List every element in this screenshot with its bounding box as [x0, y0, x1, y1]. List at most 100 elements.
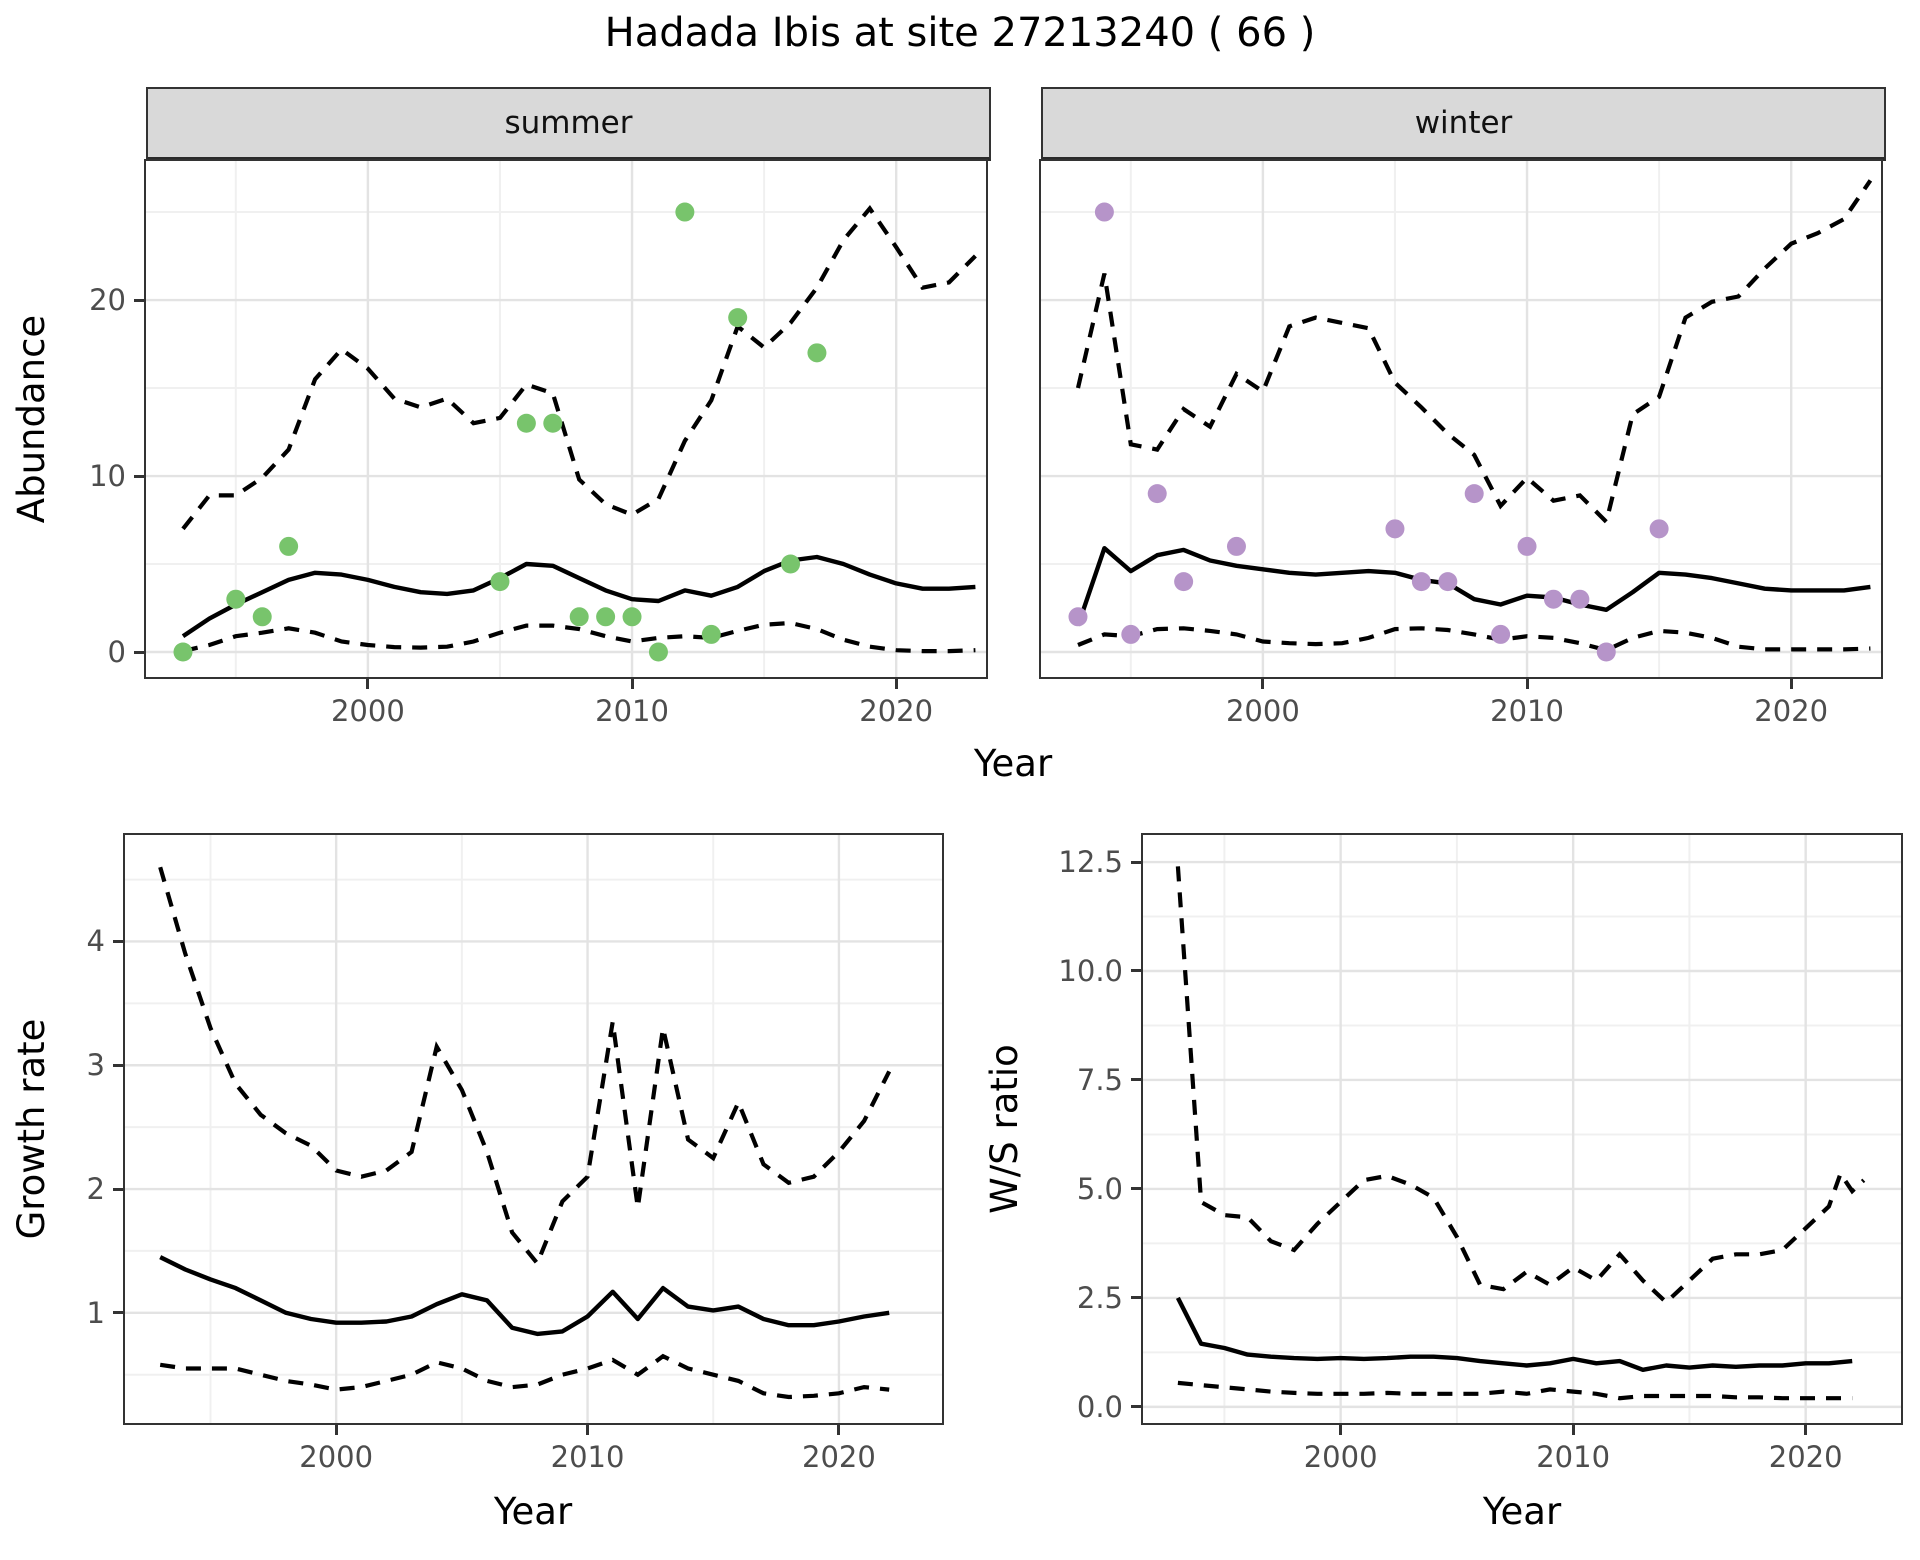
ws-ratio-plot — [1140, 832, 1903, 1425]
abundance-winter-x-tick-label: 2020 — [1754, 694, 1829, 728]
abundance-summer-point — [622, 606, 642, 626]
abundance-winter-point — [1437, 571, 1457, 591]
ws-ratio-y-tick — [1131, 1187, 1141, 1191]
y-axis-title-abundance: Abundance — [10, 314, 53, 524]
facet-strip-summer-label: summer — [504, 105, 633, 141]
abundance-winter-point — [1543, 589, 1563, 609]
ws-ratio-x-tick-label: 2020 — [1768, 1440, 1843, 1474]
abundance-winter-x-tick-label: 2010 — [1490, 694, 1564, 728]
abundance-winter-median-line — [1075, 545, 1871, 626]
abundance-summer-point — [516, 413, 536, 433]
ws-ratio-x-tick-label: 2010 — [1536, 1440, 1611, 1474]
growth-rate-upper-ci-line — [157, 866, 891, 1267]
growth-rate-y-tick-label: 1 — [86, 1295, 105, 1330]
abundance-summer-point — [648, 642, 668, 662]
growth-rate-x-tick — [334, 1425, 338, 1435]
ws-ratio-y-tick — [1131, 969, 1141, 973]
abundance-summer-y-tick — [134, 650, 144, 654]
x-axis-title-year-ws: Year — [1482, 1490, 1562, 1533]
growth-rate-x-tick — [586, 1425, 590, 1435]
abundance-summer-y-tick-label: 20 — [89, 283, 126, 318]
abundance-winter-upper-ci-line — [1075, 178, 1872, 526]
abundance-summer-point — [780, 554, 800, 574]
growth-rate-y-tick — [113, 1187, 123, 1191]
abundance-winter-point — [1384, 518, 1404, 538]
abundance-summer-point — [489, 571, 509, 591]
abundance-summer-point — [569, 606, 589, 626]
abundance-winter-point — [1490, 624, 1510, 644]
abundance-winter-point — [1120, 624, 1140, 644]
growth-rate-median-line — [158, 1254, 890, 1336]
growth-rate-y-tick — [113, 939, 123, 943]
abundance-summer-point — [595, 606, 615, 626]
abundance-summer-plot — [143, 158, 988, 679]
abundance-winter-point — [1411, 571, 1431, 591]
abundance-summer-median-line — [181, 554, 976, 638]
abundance-winter-point — [1569, 589, 1589, 609]
ws-ratio-y-tick-label: 2.5 — [1076, 1280, 1123, 1315]
ws-ratio-y-tick-label: 10.0 — [1058, 953, 1123, 988]
y-axis-title-growth-rate: Growth rate — [10, 1018, 53, 1240]
ws-ratio-y-tick-label: 5.0 — [1076, 1171, 1123, 1206]
ws-ratio-x-tick — [1571, 1425, 1575, 1435]
abundance-summer-x-tick — [630, 679, 634, 689]
ws-ratio-y-tick — [1131, 1078, 1141, 1082]
abundance-winter-point — [1173, 571, 1193, 591]
x-axis-title-year-top: Year — [973, 742, 1053, 785]
abundance-winter-point — [1464, 483, 1484, 503]
abundance-winter-point — [1649, 518, 1669, 538]
growth-rate-y-tick-label: 2 — [86, 1172, 105, 1207]
abundance-winter-point — [1147, 483, 1167, 503]
ws-ratio-upper-ci-line — [1175, 865, 1865, 1305]
abundance-summer-lower-ci-line — [182, 620, 975, 653]
abundance-summer-point — [172, 642, 192, 662]
abundance-winter-point — [1226, 536, 1246, 556]
abundance-winter-x-tick — [1789, 679, 1793, 689]
growth-rate-plot — [122, 832, 944, 1425]
abundance-summer-x-tick-label: 2010 — [595, 694, 669, 728]
abundance-summer-x-tick — [894, 679, 898, 689]
ws-ratio-median-line — [1175, 1296, 1852, 1372]
growth-rate-lower-ci-line — [159, 1353, 889, 1399]
abundance-summer-point — [701, 624, 721, 644]
abundance-winter-plot — [1038, 158, 1883, 679]
abundance-summer-point — [252, 606, 272, 626]
growth-rate-y-tick-label: 4 — [86, 924, 105, 959]
growth-rate-x-tick — [837, 1425, 841, 1435]
abundance-summer-x-tick — [366, 679, 370, 689]
abundance-summer-point — [542, 413, 562, 433]
growth-rate-x-tick-label: 2010 — [550, 1440, 625, 1474]
ws-ratio-y-tick — [1131, 860, 1141, 864]
abundance-summer-y-tick — [134, 474, 144, 478]
growth-rate-y-tick-label: 3 — [86, 1048, 105, 1083]
abundance-summer-point — [727, 307, 747, 327]
ws-ratio-y-tick-label: 12.5 — [1058, 845, 1123, 880]
abundance-winter-lower-ci-line — [1076, 625, 1870, 652]
growth-rate-x-tick-label: 2000 — [299, 1440, 374, 1474]
abundance-summer-y-tick-label: 0 — [107, 635, 126, 669]
abundance-winter-x-tick-label: 2000 — [1225, 694, 1300, 728]
abundance-summer-x-tick-label: 2000 — [330, 694, 405, 728]
facet-strip-winter-label: winter — [1414, 105, 1513, 141]
abundance-summer-point — [225, 589, 245, 609]
abundance-summer-y-tick-label: 10 — [89, 459, 126, 494]
growth-rate-y-tick — [113, 1063, 123, 1067]
abundance-winter-point — [1596, 642, 1616, 662]
growth-rate-y-tick — [113, 1311, 123, 1315]
abundance-winter-point — [1067, 606, 1087, 626]
ws-ratio-y-tick — [1131, 1405, 1141, 1409]
growth-rate-x-tick-label: 2020 — [802, 1440, 876, 1474]
chart-title: Hadada Ibis at site 27213240 ( 66 ) — [604, 10, 1316, 56]
abundance-summer-point — [674, 202, 694, 222]
facet-strip-winter: winter — [1041, 87, 1886, 161]
abundance-winter-point — [1094, 202, 1114, 222]
x-axis-title-year-growth: Year — [493, 1490, 573, 1533]
ws-ratio-x-tick — [1339, 1425, 1343, 1435]
abundance-winter-x-tick — [1261, 679, 1265, 689]
abundance-winter-x-tick — [1525, 679, 1529, 689]
y-axis-title-ws-ratio: W/S ratio — [983, 1044, 1026, 1214]
ws-ratio-lower-ci-line — [1177, 1380, 1852, 1400]
abundance-winter-point — [1517, 536, 1537, 556]
abundance-summer-y-tick — [134, 298, 144, 302]
